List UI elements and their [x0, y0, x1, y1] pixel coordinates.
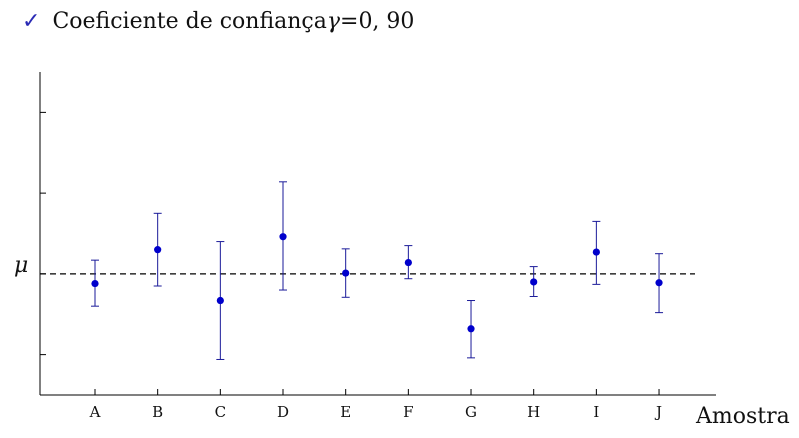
data-point-D: [279, 233, 287, 241]
data-point-B: [154, 246, 162, 254]
x-tick-label-C: C: [215, 403, 226, 421]
chart-heading: ✓ Coeficiente de confiança γ = 0, 90: [22, 4, 414, 38]
x-tick-label-A: A: [89, 403, 101, 421]
confidence-value: 0, 90: [358, 8, 415, 34]
data-point-E: [342, 269, 350, 277]
x-tick-label-G: G: [465, 403, 477, 421]
x-tick-label-H: H: [527, 403, 540, 421]
x-tick-label-F: F: [403, 403, 413, 421]
data-point-C: [216, 296, 224, 305]
x-tick-label-D: D: [277, 403, 289, 421]
checkmark-icon: ✓: [22, 8, 41, 34]
heading-text: Coeficiente de confiança: [52, 8, 327, 34]
x-axis-title: Amostra: [695, 404, 790, 429]
x-tick-label-I: I: [593, 403, 599, 421]
data-point-J: [655, 279, 663, 287]
x-tick-label-B: B: [152, 403, 163, 421]
data-point-H: [530, 278, 538, 286]
data-point-A: [91, 279, 99, 288]
data-point-I: [592, 248, 600, 256]
data-point-G: [467, 325, 475, 333]
gamma-symbol: γ: [326, 8, 340, 34]
x-tick-label-E: E: [340, 403, 351, 421]
mu-label: μ: [14, 253, 28, 278]
heading-equals: =: [340, 8, 359, 34]
x-tick-label-J: J: [654, 403, 662, 421]
data-point-F: [404, 258, 412, 267]
